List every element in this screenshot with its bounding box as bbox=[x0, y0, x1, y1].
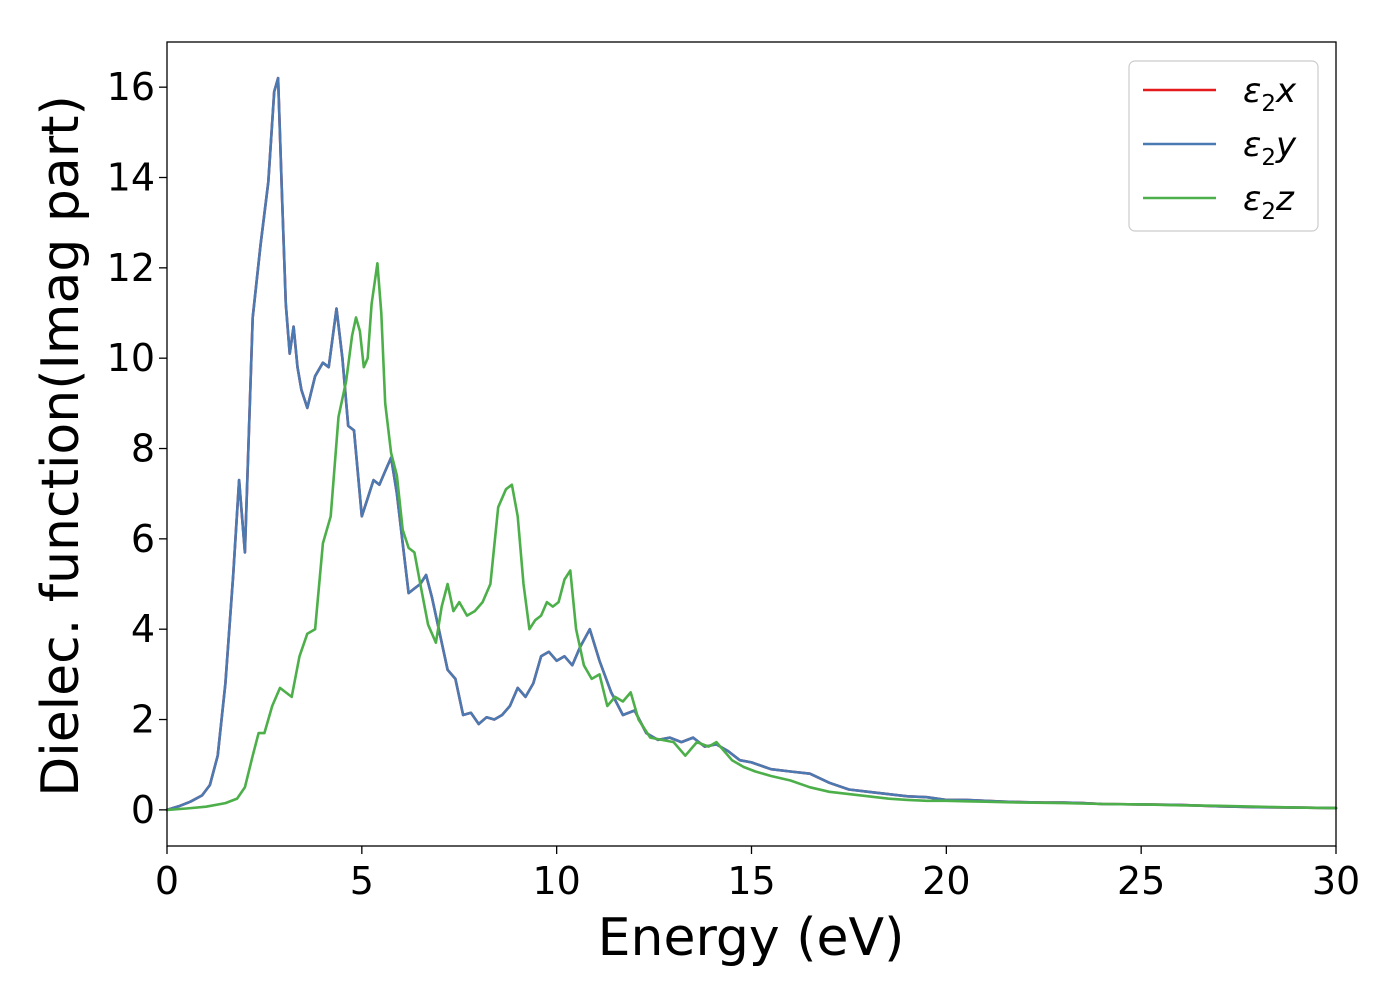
y-tick-label: 6 bbox=[131, 517, 155, 561]
series-layer bbox=[165, 76, 1338, 812]
legend-label-base: ε bbox=[1243, 179, 1261, 219]
legend-label-subscript: 2 bbox=[1261, 199, 1276, 225]
x-tick-label: 20 bbox=[922, 859, 970, 903]
legend-label-suffix: x bbox=[1275, 71, 1297, 111]
x-axis-title: Energy (eV) bbox=[598, 908, 905, 968]
series-line-2 bbox=[165, 262, 1338, 812]
x-tick-label: 5 bbox=[350, 859, 374, 903]
legend-label-1: ε2y bbox=[1243, 125, 1297, 171]
y-tick-label: 12 bbox=[107, 246, 155, 290]
y-tick-label: 14 bbox=[107, 156, 155, 200]
legend-label-suffix: y bbox=[1275, 125, 1297, 165]
x-tick-label: 25 bbox=[1117, 859, 1165, 903]
x-tick-label: 0 bbox=[155, 859, 179, 903]
y-tick-label: 8 bbox=[131, 427, 155, 471]
x-tick-label: 30 bbox=[1312, 859, 1360, 903]
legend-label-0: ε2x bbox=[1243, 71, 1297, 117]
y-tick-label: 16 bbox=[107, 65, 155, 109]
legend-label-base: ε bbox=[1243, 125, 1261, 165]
y-axis: 0 2 4 6 8 10 12 14 16 bbox=[107, 65, 167, 832]
legend-label-2: ε2z bbox=[1243, 179, 1295, 225]
y-tick-label: 10 bbox=[107, 336, 155, 380]
legend-label-subscript: 2 bbox=[1261, 145, 1276, 171]
x-axis: 0 5 10 15 20 25 30 bbox=[155, 846, 1360, 903]
y-tick-label: 2 bbox=[131, 698, 155, 742]
x-tick-label: 15 bbox=[727, 859, 775, 903]
legend-label-base: ε bbox=[1243, 71, 1261, 111]
series-line-1 bbox=[165, 76, 1338, 812]
legend-label-suffix: z bbox=[1275, 179, 1295, 219]
y-tick-label: 0 bbox=[131, 788, 155, 832]
legend-box bbox=[1128, 60, 1319, 232]
x-tick-label: 10 bbox=[532, 859, 580, 903]
legend-label-subscript: 2 bbox=[1261, 91, 1276, 117]
y-tick-label: 4 bbox=[131, 607, 155, 651]
y-axis-title: Dielec. function(Imag part) bbox=[31, 95, 91, 797]
